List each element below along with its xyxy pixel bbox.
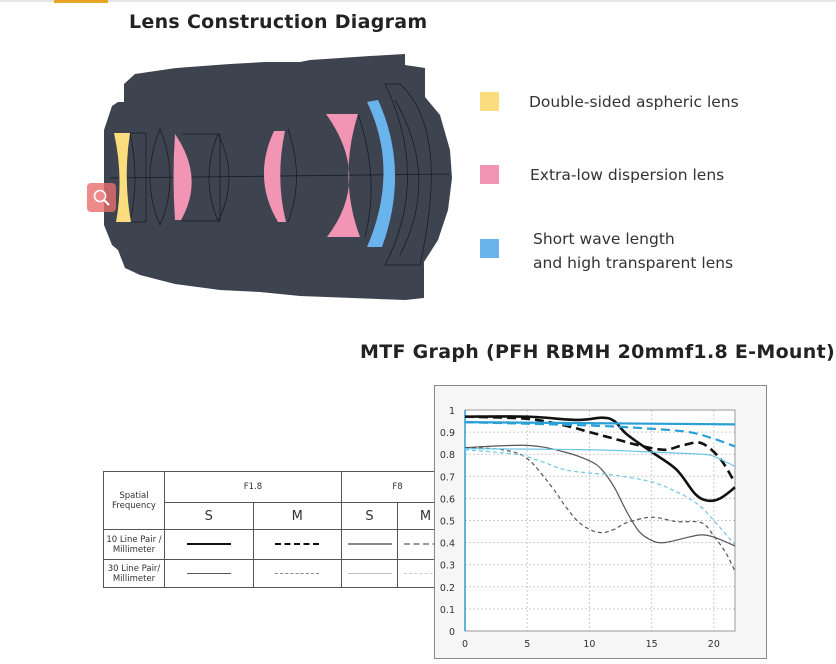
mtf-key-table: Spatial Frequency F1.8 F8 S M S M 10 Lin… <box>103 471 454 588</box>
sagittal-header: S <box>341 502 398 530</box>
series-line <box>464 421 736 448</box>
y-tick-label: 0.3 <box>440 561 455 572</box>
key-line-dashed-gray <box>403 543 448 545</box>
key-line-dashed-black <box>275 543 320 545</box>
ed-lens-pink-3 <box>326 114 360 237</box>
y-tick-label: 0.5 <box>440 517 455 528</box>
series-line <box>464 444 736 547</box>
ed-lens-pink-1 <box>173 134 192 220</box>
series-line <box>464 421 736 426</box>
row-label-30lp: 30 Line Pair/Millimeter <box>103 559 165 588</box>
y-tick-label: 0.2 <box>440 583 455 594</box>
y-tick-label: 0.1 <box>440 605 455 616</box>
key-line-solid-light <box>347 572 392 574</box>
mtf-chart: 00.10.20.30.40.50.60.70.80.910 5 10 15 20 <box>434 385 767 659</box>
magnifier-icon <box>93 189 110 206</box>
key-line-solid-gray <box>347 543 392 545</box>
sagittal-header: S <box>164 502 254 530</box>
series-line <box>464 449 736 546</box>
aperture-header: F1.8 <box>164 471 342 503</box>
y-tick-label: 0 <box>449 627 455 638</box>
lens-construction-diagram <box>104 54 452 300</box>
legend-item-ed: Extra-low dispersion lens <box>480 163 724 187</box>
lens-diagram-title: Lens Construction Diagram <box>129 11 428 33</box>
zoom-button[interactable] <box>87 183 116 212</box>
y-tick-label: 1 <box>449 406 455 417</box>
key-line-dashed-light <box>403 572 448 574</box>
x-tick-label: 0 <box>462 639 468 650</box>
legend-label-line1: Short wave length <box>533 230 675 248</box>
aspheric-lens-yellow <box>114 133 131 222</box>
series-line <box>464 448 736 467</box>
x-tick-label: 10 <box>583 639 595 650</box>
top-divider <box>0 0 836 2</box>
legend-item-aspheric: Double-sided aspheric lens <box>480 90 739 114</box>
legend-swatch <box>480 239 499 258</box>
series-line <box>464 446 736 572</box>
y-tick-label: 0.9 <box>440 428 455 439</box>
y-tick-label: 0.8 <box>440 450 455 461</box>
y-tick-label: 0.7 <box>440 472 455 483</box>
row-label-10lp: 10 Line Pair / Millimeter <box>103 529 165 560</box>
meridional-header: M <box>252 502 342 530</box>
legend-swatch <box>480 165 499 184</box>
y-tick-label: 0.6 <box>440 494 455 505</box>
legend-label: Extra-low dispersion lens <box>530 166 725 184</box>
legend-label: Double-sided aspheric lens <box>529 93 739 111</box>
active-tab-indicator <box>54 0 108 3</box>
x-tick-label: 20 <box>708 639 720 650</box>
series-line <box>464 415 736 503</box>
x-tick-label: 15 <box>646 639 658 650</box>
spatial-frequency-header: Spatial Frequency <box>103 471 165 530</box>
ed-lens-pink-2 <box>263 131 286 222</box>
transparent-lens-blue <box>367 100 396 247</box>
x-tick-label: 5 <box>524 639 530 650</box>
key-line-solid-black <box>186 543 231 545</box>
legend-swatch <box>480 92 499 111</box>
legend-item-shortwave: Short wave length and high transparent l… <box>480 227 733 275</box>
key-line-dashed-thin <box>275 572 320 574</box>
legend-label-line2: and high transparent lens <box>533 254 734 272</box>
key-line-solid-thin <box>186 572 231 574</box>
y-tick-label: 0.4 <box>440 539 455 550</box>
mtf-graph-title: MTF Graph (PFH RBMH 20mmf1.8 E-Mount) <box>360 341 835 363</box>
